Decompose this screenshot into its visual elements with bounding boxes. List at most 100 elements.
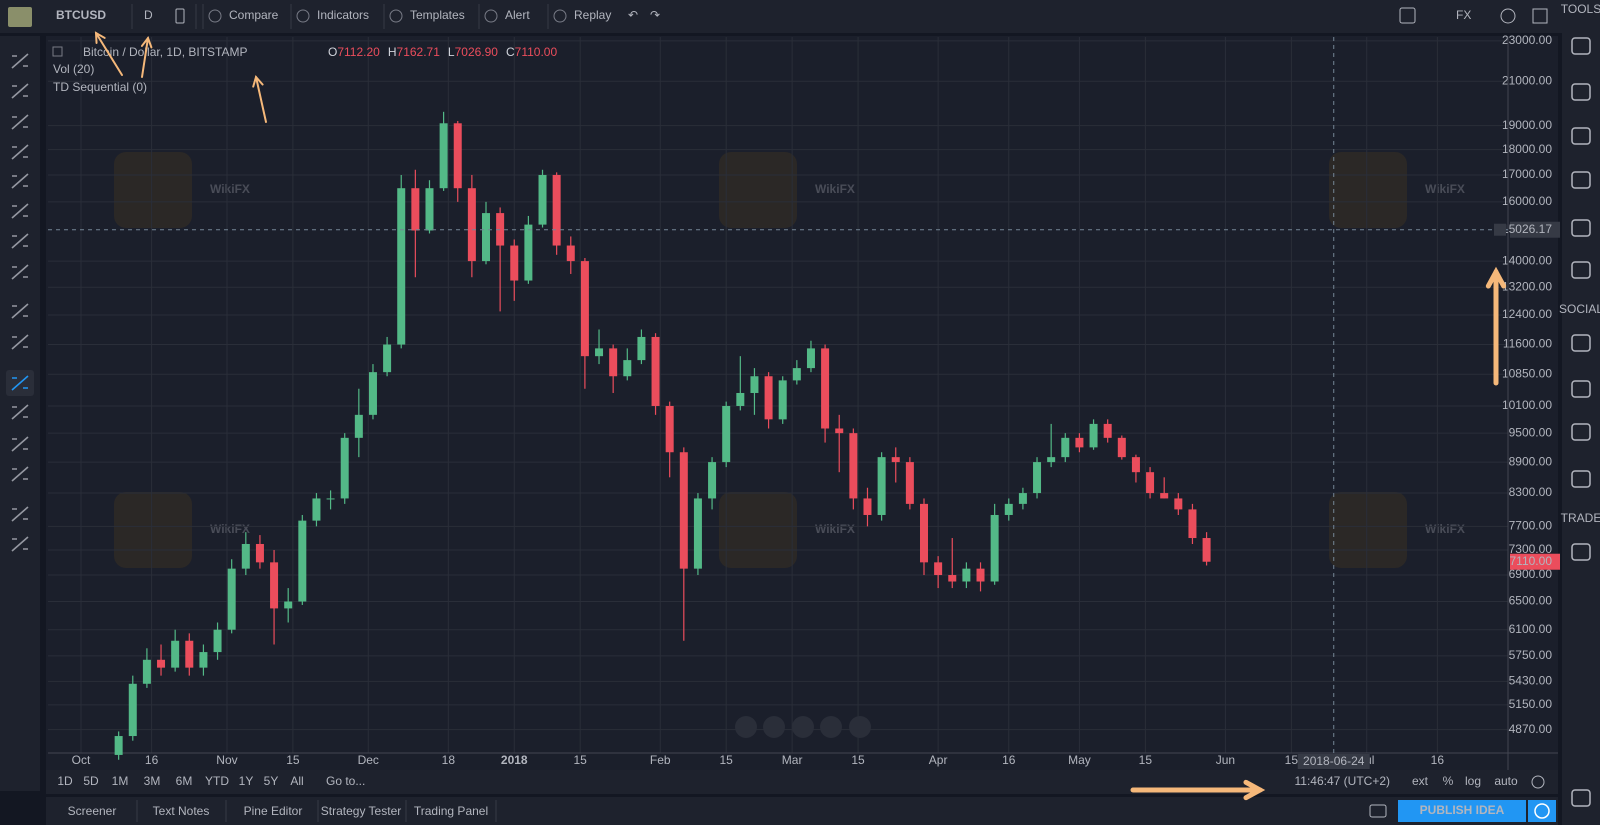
y-tick-label: 19000.00 [1502, 118, 1552, 132]
tab[interactable]: Trading Panel [414, 804, 488, 818]
avatar[interactable] [8, 7, 32, 27]
tool-icon[interactable] [11, 114, 29, 130]
watermark: WikiFX [1425, 522, 1465, 536]
tool-icon[interactable] [11, 536, 29, 552]
scale-option[interactable]: log [1465, 774, 1481, 788]
arrow-head [1243, 779, 1266, 801]
goto[interactable]: Go to... [326, 774, 365, 788]
y-tick-label: 7300.00 [1509, 542, 1553, 556]
candle-body [637, 336, 646, 361]
candle-body [241, 543, 250, 569]
nav-button[interactable] [735, 716, 757, 738]
scale-option[interactable]: auto [1494, 774, 1518, 788]
range-button[interactable]: 5Y [264, 774, 279, 788]
toolbar-button[interactable]: Replay [574, 8, 611, 22]
watermark-logo [1329, 152, 1407, 228]
nav-button[interactable] [849, 716, 871, 738]
layout-icon[interactable] [1399, 7, 1416, 24]
x-tick-label: May [1068, 753, 1091, 767]
candle-body [1103, 423, 1112, 438]
tool-icon[interactable] [11, 436, 29, 452]
fullscreen-icon[interactable] [1532, 8, 1548, 24]
tab[interactable]: Text Notes [153, 804, 210, 818]
x-tick-label: 18 [442, 753, 456, 767]
nav-button[interactable] [792, 716, 814, 738]
sidebar-icon[interactable] [1571, 470, 1591, 488]
sidebar-icon[interactable] [1571, 219, 1591, 237]
tool-icon[interactable] [11, 53, 29, 69]
annotations [94, 31, 1507, 801]
range-button[interactable]: 1D [57, 774, 73, 788]
tool-icon[interactable] [11, 83, 29, 99]
camera-icon[interactable] [1369, 804, 1387, 818]
tool-icon[interactable] [11, 144, 29, 160]
range-button[interactable]: 3M [144, 774, 161, 788]
publish-button[interactable] [1398, 800, 1526, 822]
tool-icon[interactable] [11, 466, 29, 482]
tab[interactable]: Pine Editor [244, 804, 303, 818]
tool-icon[interactable] [11, 173, 29, 189]
sidebar-icon[interactable] [1571, 543, 1591, 561]
range-button[interactable]: All [290, 774, 303, 788]
toolbar-button[interactable]: Alert [505, 8, 530, 22]
collapse-icon [52, 46, 63, 57]
last-price-box [1510, 553, 1560, 570]
range-button[interactable]: 6M [176, 774, 193, 788]
tool-icon[interactable] [11, 404, 29, 420]
tool-icon[interactable] [11, 375, 29, 391]
sidebar-icon[interactable] [1571, 83, 1591, 101]
tool-icon[interactable] [11, 334, 29, 350]
tool-icon[interactable] [11, 506, 29, 522]
sidebar-icon[interactable] [1571, 171, 1591, 189]
chart-style-icon[interactable] [175, 8, 185, 24]
sidebar-icon[interactable] [1571, 380, 1591, 398]
candle-body [1047, 457, 1056, 463]
ohlc-key: C [506, 45, 515, 59]
settings-icon[interactable] [1531, 775, 1545, 789]
currency[interactable]: FX [1456, 8, 1471, 22]
crosshair-x-box [1297, 754, 1370, 769]
tool-icon[interactable] [11, 303, 29, 319]
toolbar-button[interactable]: Compare [229, 8, 279, 22]
candle-body [1075, 437, 1084, 448]
button-icon [208, 9, 222, 23]
symbol[interactable]: BTCUSD [56, 8, 106, 22]
undo[interactable]: ↶ [628, 8, 638, 22]
range-button[interactable]: 1M [112, 774, 129, 788]
scale-option[interactable]: ext [1412, 774, 1429, 788]
tab[interactable]: Strategy Tester [321, 804, 401, 818]
tool-icon[interactable] [11, 203, 29, 219]
range-button[interactable]: 5D [83, 774, 99, 788]
tab[interactable]: Screener [68, 804, 117, 818]
settings-icon[interactable] [1500, 8, 1516, 24]
scale-option[interactable]: % [1443, 774, 1454, 788]
sidebar-icon[interactable] [1571, 423, 1591, 441]
candle-body [722, 405, 731, 463]
sidebar-icon[interactable] [1571, 127, 1591, 145]
interval[interactable]: D [144, 8, 153, 22]
ohlc-value: 7112.20 [337, 45, 380, 59]
redo[interactable]: ↷ [650, 8, 660, 22]
play-button[interactable] [1528, 800, 1556, 822]
tool-icon[interactable] [11, 233, 29, 249]
nav-button[interactable] [763, 716, 785, 738]
candle-body [849, 433, 858, 499]
sidebar-icon[interactable] [1571, 789, 1591, 807]
x-tick-label: Feb [650, 753, 671, 767]
range-button[interactable]: YTD [205, 774, 229, 788]
sidebar-icon[interactable] [1571, 334, 1591, 352]
sidebar-icon[interactable] [1571, 261, 1591, 279]
tool-icon[interactable] [11, 264, 29, 280]
nav-button[interactable] [820, 716, 842, 738]
candle-body [284, 601, 293, 609]
candle-body [693, 498, 702, 569]
left-toolbar [0, 36, 40, 791]
y-tick-label: 5150.00 [1509, 697, 1553, 711]
watermark-logo [114, 492, 192, 568]
range-button[interactable]: 1Y [239, 774, 254, 788]
toolbar-button[interactable]: Templates [410, 8, 465, 22]
sidebar-icon[interactable] [1571, 37, 1591, 55]
toolbar-button[interactable]: Indicators [317, 8, 369, 22]
ohlc-value: 7162.71 [397, 45, 441, 59]
